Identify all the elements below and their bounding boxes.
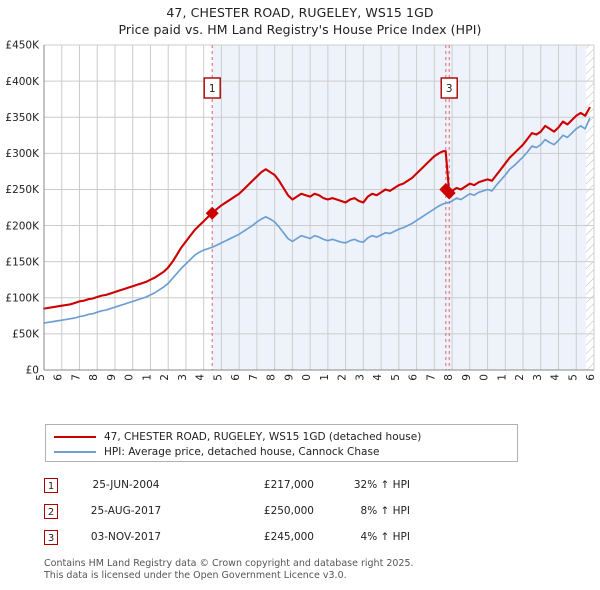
title-line-2: Price paid vs. HM Land Registry's House … <box>118 22 482 37</box>
y-axis-tick-label: £400K <box>5 76 40 88</box>
table-row[interactable]: 3 03-NOV-2017 £245,000 4% ↑ HPI <box>44 524 444 550</box>
transaction-index-badge: 3 <box>44 529 58 545</box>
x-axis-tick-label: 2020 <box>479 374 491 380</box>
transaction-marker-badge-label: 1 <box>209 83 216 95</box>
transaction-date: 25-JUN-2004 <box>92 479 160 491</box>
x-axis-tick-label: 2008 <box>266 374 278 380</box>
x-axis-tick-label: 2019 <box>461 374 473 380</box>
transaction-hpi-delta: 4% ↑ HPI <box>360 531 410 543</box>
page-title: 47, CHESTER ROAD, RUGELEY, WS15 1GD Pric… <box>0 4 600 38</box>
y-axis-tick-label: £0 <box>26 365 39 377</box>
y-axis-tick-label: £200K <box>5 220 40 232</box>
chart-gridlines <box>43 44 595 371</box>
transaction-price: £217,000 <box>263 479 314 491</box>
x-axis-tick-label: 2023 <box>532 374 544 380</box>
title-line-1: 47, CHESTER ROAD, RUGELEY, WS15 1GD <box>166 5 434 20</box>
chart-canvas: £0 £50K £100K £150K £200K £250K £300K £350K £400… <box>5 40 597 380</box>
transaction-marker-badge[interactable] <box>440 77 458 99</box>
ownership-shaded-region <box>212 45 593 370</box>
x-axis-tick-labels: 1995 1996 1997 1998 1999 2000 2001 2002 2003 2004… <box>35 374 597 380</box>
x-axis-tick-label: 2025 <box>567 374 579 380</box>
transaction-marker-badge[interactable] <box>203 77 221 99</box>
x-axis-tick-label: 2001 <box>141 374 153 380</box>
x-axis-tick-label: 2022 <box>514 374 526 380</box>
legend-label-hpi: HPI: Average price, detached house, Cann… <box>104 445 380 458</box>
y-axis-tick-labels: £0 £50K £100K £150K £200K £250K £300K £350K £400… <box>5 40 40 377</box>
table-row[interactable]: 1 25-JUN-2004 £217,000 32% ↑ HPI <box>44 472 444 498</box>
series-line-price-paid <box>42 106 591 310</box>
x-axis-tick-label: 2013 <box>354 374 366 380</box>
transactions-table: 1 25-JUN-2004 £217,000 32% ↑ HPI 2 25-AU… <box>44 472 444 550</box>
transaction-price: £250,000 <box>263 505 314 517</box>
footer-line-1: Contains HM Land Registry data © Crown c… <box>44 558 414 569</box>
legend-item-hpi: HPI: Average price, detached house, Cann… <box>54 444 517 459</box>
price-chart: £0 £50K £100K £150K £200K £250K £300K £350K £400… <box>0 40 600 380</box>
transaction-point-markers[interactable] <box>205 182 456 220</box>
y-axis-tick-label: £450K <box>5 40 40 52</box>
x-axis-tick-label: 2010 <box>301 374 313 380</box>
x-axis-tick-label: 2012 <box>337 374 349 380</box>
x-axis-tick-label: 2007 <box>248 374 260 380</box>
transaction-date: 03-NOV-2017 <box>90 531 162 543</box>
x-axis-tick-label: 2018 <box>443 374 455 380</box>
legend-item-price-paid: 47, CHESTER ROAD, RUGELEY, WS15 1GD (det… <box>54 429 517 444</box>
transaction-index-badge: 2 <box>44 503 58 519</box>
transaction-marker-badge-label: 3 <box>446 83 453 95</box>
x-axis-tick-label: 2016 <box>408 374 420 380</box>
x-axis-tick-label: 1997 <box>70 374 82 380</box>
transaction-hpi-delta: 32% ↑ HPI <box>353 479 410 491</box>
x-axis-tick-label: 2014 <box>372 374 384 380</box>
x-axis-tick-label: 2021 <box>496 374 508 380</box>
footer-attribution: Contains HM Land Registry data © Crown c… <box>44 558 564 581</box>
series-line-hpi <box>43 117 591 324</box>
x-axis-tick-label: 2006 <box>230 374 242 380</box>
x-axis-tick-label: 2009 <box>283 374 295 380</box>
x-axis-tick-label: 1998 <box>88 374 100 380</box>
x-axis-tick-label: 2005 <box>212 374 224 380</box>
legend-swatch-hpi <box>54 450 96 453</box>
x-axis-tick-label: 2024 <box>550 374 562 380</box>
table-row[interactable]: 2 25-AUG-2017 £250,000 8% ↑ HPI <box>44 498 444 524</box>
transaction-date: 25-AUG-2017 <box>90 505 162 517</box>
series-polyline <box>42 106 591 310</box>
provisional-data-hatch-region <box>586 45 594 370</box>
y-axis-tick-label: £100K <box>5 292 40 304</box>
x-axis-tick-label: 2026 <box>585 374 597 380</box>
legend-swatch-price-paid <box>54 435 96 438</box>
x-axis-tick-label: 2004 <box>195 374 207 380</box>
chart-axis-frame <box>43 45 594 371</box>
y-axis-tick-label: £300K <box>5 148 40 160</box>
x-axis-tick-label: 1999 <box>106 374 118 380</box>
transaction-diamond-marker[interactable] <box>205 206 219 220</box>
transaction-price: £245,000 <box>263 531 314 543</box>
y-axis-tick-label: £250K <box>5 184 40 196</box>
x-axis-tick-label: 2002 <box>159 374 171 380</box>
x-axis-tick-label: 2003 <box>177 374 189 380</box>
y-axis-tick-label: £50K <box>12 329 40 341</box>
transaction-diamond-marker[interactable] <box>442 186 456 200</box>
x-axis-tick-label: 2017 <box>425 374 437 380</box>
footer-line-2: This data is licensed under the Open Gov… <box>44 569 347 581</box>
x-axis-tick-label: 2015 <box>390 374 402 380</box>
y-axis-tick-label: £350K <box>5 112 40 124</box>
transaction-index-badge: 1 <box>44 477 58 493</box>
chart-legend: 47, CHESTER ROAD, RUGELEY, WS15 1GD (det… <box>45 424 518 462</box>
x-axis-tick-label: 1995 <box>35 374 47 380</box>
series-polyline <box>43 117 591 324</box>
transaction-hpi-delta: 8% ↑ HPI <box>360 505 410 517</box>
x-axis-tick-label: 1996 <box>53 374 65 380</box>
legend-label-price-paid: 47, CHESTER ROAD, RUGELEY, WS15 1GD (det… <box>104 430 422 443</box>
y-axis-tick-label: £150K <box>5 256 40 268</box>
x-axis-tick-label: 2000 <box>124 374 136 380</box>
x-axis-tick-label: 2011 <box>319 374 331 380</box>
